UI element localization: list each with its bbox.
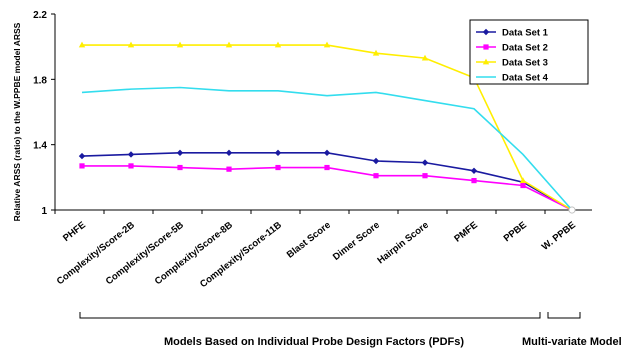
legend-box bbox=[469, 19, 589, 85]
x-tick-label: Hairpin Score bbox=[375, 220, 430, 267]
data-point bbox=[421, 54, 429, 61]
group-bracket bbox=[79, 312, 541, 319]
legend: Data Set 1 Data Set 2 Data Set 3 Data Set 4 bbox=[469, 19, 589, 85]
y-tick-label: 1.4 bbox=[33, 141, 47, 152]
data-point bbox=[127, 41, 135, 48]
data-point bbox=[422, 173, 428, 179]
data-point bbox=[323, 149, 331, 157]
y-tick-label: 1.8 bbox=[33, 75, 47, 86]
series-line bbox=[82, 165, 573, 211]
data-point bbox=[520, 182, 526, 189]
data-point bbox=[324, 164, 330, 171]
x-tick-labels: PHFEComplexity/Score-2BComplexity/Score-… bbox=[55, 220, 578, 291]
series-group bbox=[78, 41, 576, 214]
data-point bbox=[373, 173, 379, 179]
group-brackets: Models Based on Individual Probe Design … bbox=[79, 312, 622, 348]
legend-marker bbox=[483, 44, 489, 50]
x-tick-label: Complexity/Score-11B bbox=[198, 220, 284, 291]
legend-label: Data Set 1 bbox=[502, 28, 549, 39]
x-tick-label: PPBE bbox=[502, 220, 529, 245]
group-label: Models Based on Individual Probe Design … bbox=[164, 336, 464, 348]
data-point bbox=[177, 164, 183, 171]
data-point bbox=[519, 177, 527, 183]
y-tick-label: 2.2 bbox=[33, 10, 47, 21]
axes bbox=[51, 13, 592, 214]
data-point bbox=[225, 41, 233, 48]
legend-label: Data Set 2 bbox=[502, 43, 548, 54]
data-point bbox=[372, 49, 380, 56]
group-bracket bbox=[547, 312, 581, 319]
legend-label: Data Set 3 bbox=[502, 58, 548, 69]
data-point bbox=[568, 206, 576, 214]
data-point bbox=[78, 152, 86, 160]
data-point bbox=[323, 41, 331, 48]
data-point bbox=[274, 149, 282, 157]
x-tick-label: Blast Score bbox=[285, 220, 333, 261]
data-point bbox=[421, 159, 429, 166]
y-axis-label: Relative ARSS (ratio) to the W.PPBE mode… bbox=[12, 22, 22, 221]
series-line bbox=[81, 152, 573, 211]
data-point bbox=[372, 157, 380, 165]
data-point bbox=[127, 151, 135, 158]
data-point bbox=[128, 163, 134, 169]
x-tick-label: Dimer Score bbox=[331, 220, 382, 263]
data-point bbox=[274, 41, 282, 48]
data-point bbox=[225, 149, 233, 157]
y-tick-label: 1 bbox=[41, 206, 47, 217]
x-tick-label: PMFE bbox=[452, 220, 480, 245]
legend-marker bbox=[482, 28, 490, 36]
legend-label: Data Set 4 bbox=[502, 73, 549, 84]
data-point bbox=[176, 149, 184, 157]
series-line bbox=[81, 86, 573, 211]
data-point bbox=[176, 41, 184, 48]
group-label: Multi-variate Model bbox=[522, 336, 622, 348]
legend-marker bbox=[482, 58, 490, 65]
data-point bbox=[470, 167, 478, 174]
data-point bbox=[226, 166, 232, 172]
data-point bbox=[471, 178, 477, 184]
data-point bbox=[78, 41, 86, 48]
y-tick-labels: 1 1.4 1.8 2.2 bbox=[33, 10, 47, 217]
x-tick-label: PHFE bbox=[61, 220, 88, 244]
data-point bbox=[79, 163, 85, 169]
x-tick-label: W. PPBE bbox=[540, 220, 578, 253]
data-point bbox=[275, 164, 281, 171]
